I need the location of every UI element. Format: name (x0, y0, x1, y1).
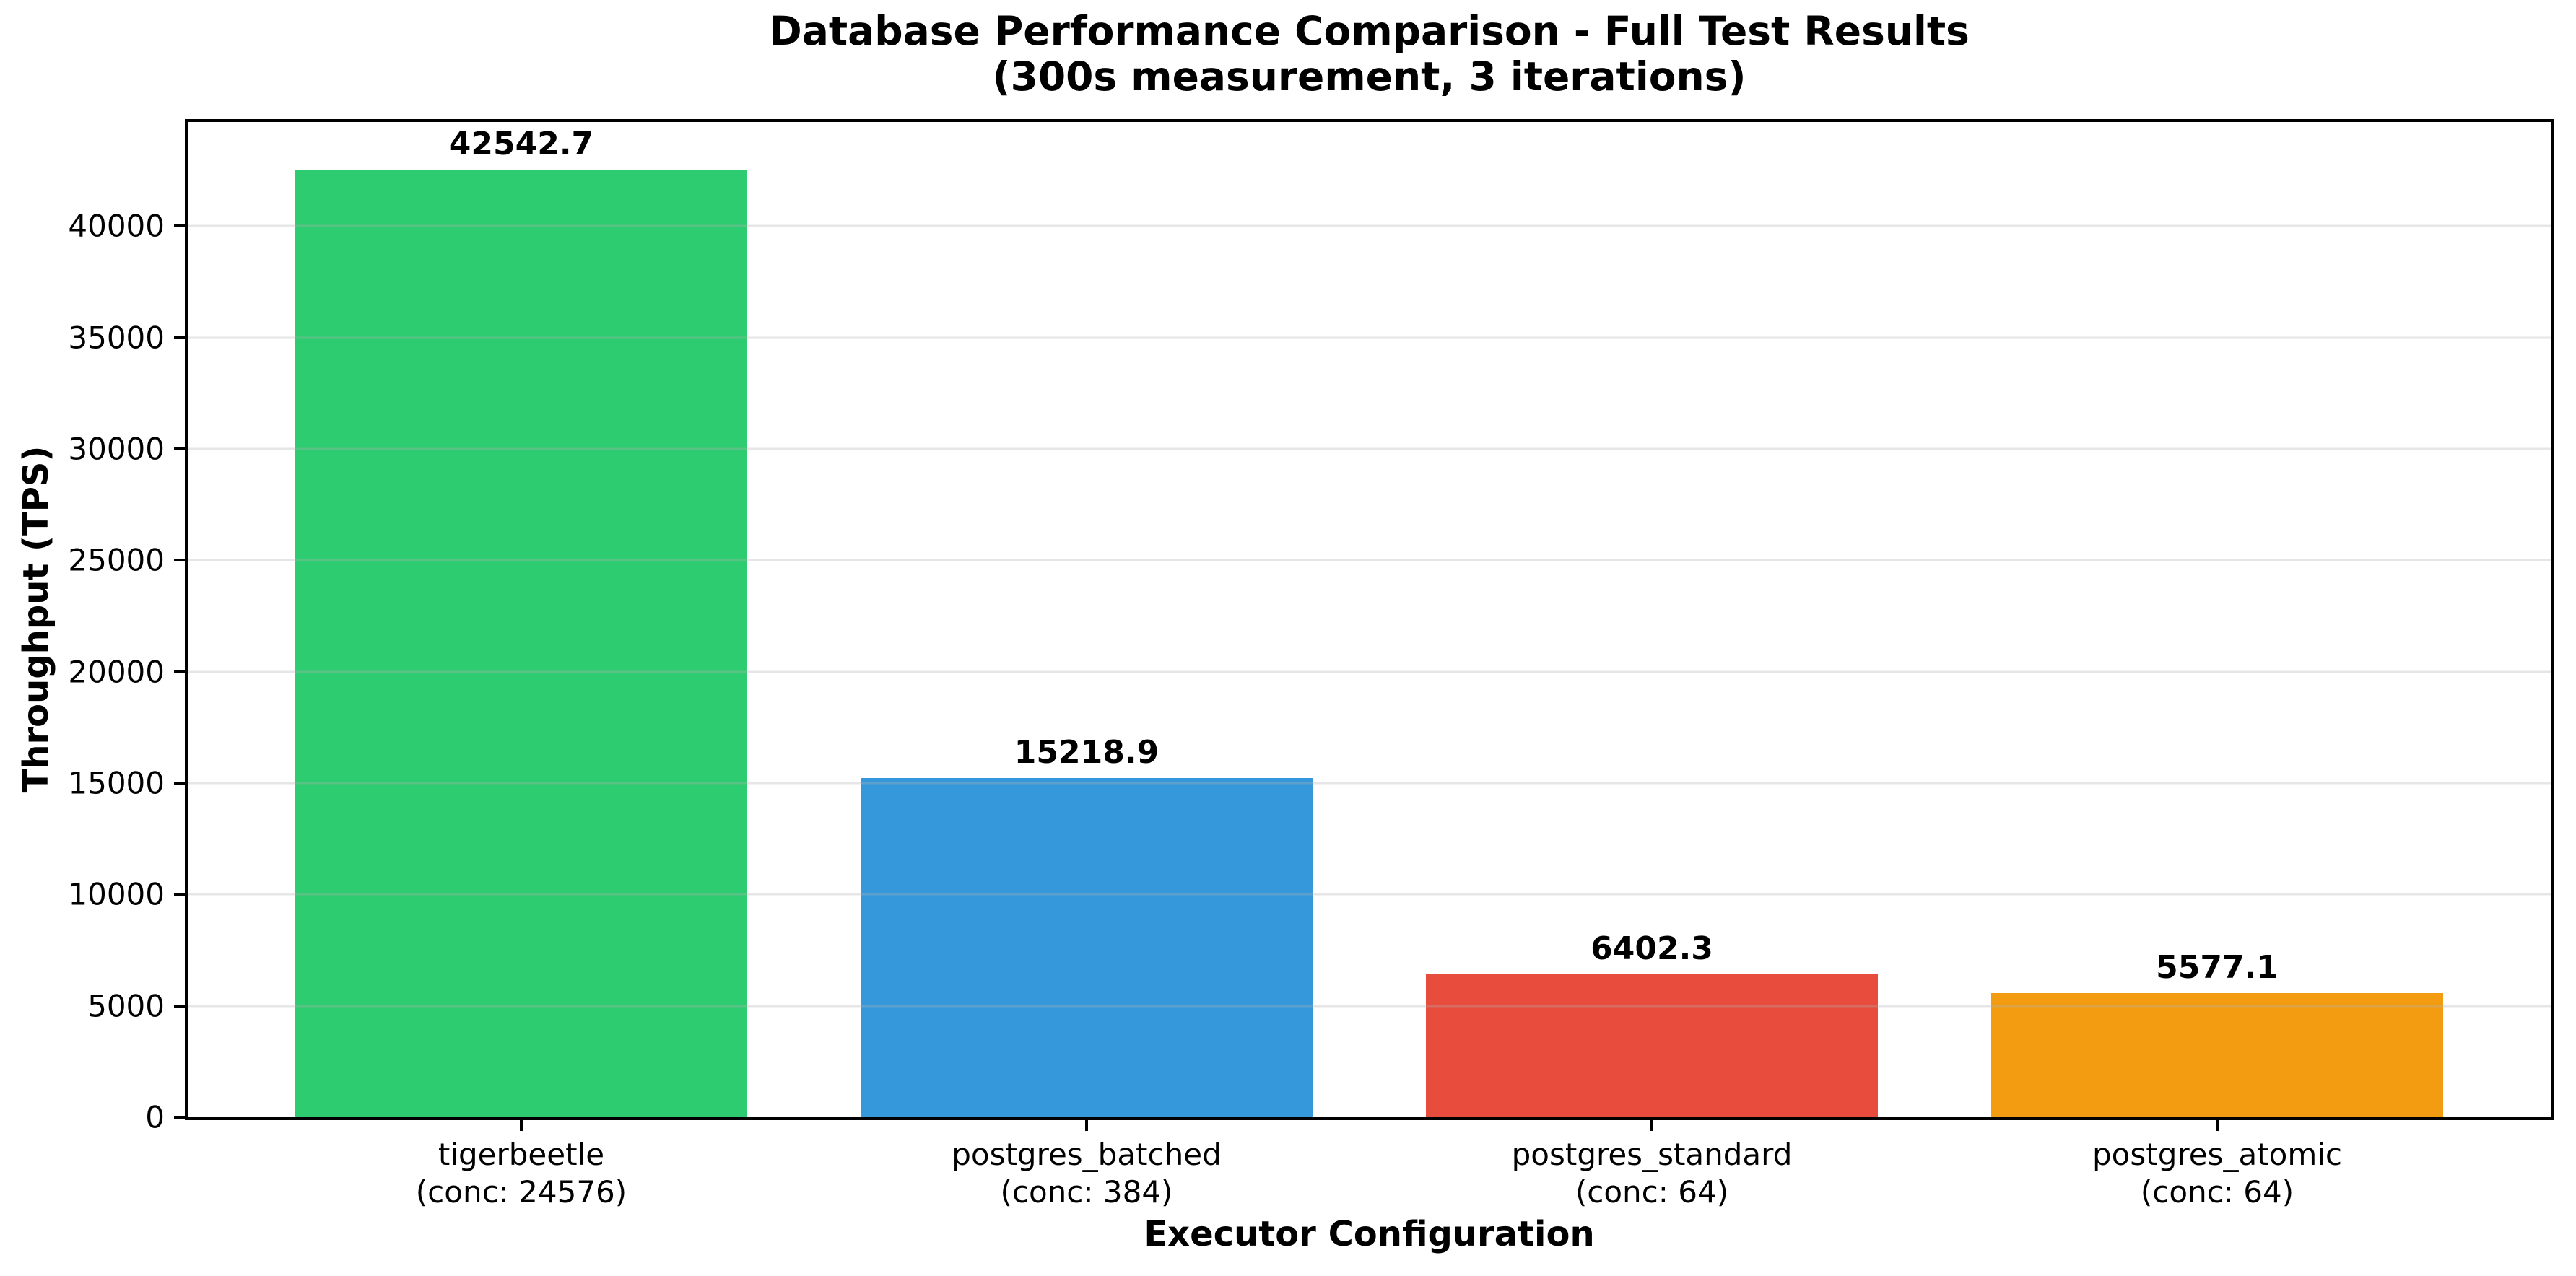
y-tick-label: 0 (145, 1099, 165, 1135)
y-tick-label: 5000 (87, 988, 165, 1024)
y-gridline (188, 670, 2551, 673)
y-tick-label: 30000 (68, 431, 165, 467)
x-tick-label-name: postgres_standard (1511, 1137, 1793, 1172)
y-tick-label: 25000 (68, 542, 165, 578)
bar-postgres_standard (1425, 974, 1879, 1117)
x-axis-label: Executor Configuration (1144, 1214, 1595, 1254)
x-tick-label-postgres_standard: postgres_standard (conc: 64) (1512, 1136, 1793, 1211)
bar-value-label: 5577.1 (2156, 948, 2279, 986)
x-tick-mark (519, 1117, 523, 1131)
y-tick-label: 15000 (68, 765, 165, 801)
x-tick-label-concurrency: (conc: 24576) (415, 1174, 627, 1210)
bar-tigerbeetle (295, 169, 748, 1117)
y-tick-mark (174, 893, 188, 896)
y-tick-label: 20000 (68, 654, 165, 690)
y-tick-mark (174, 670, 188, 673)
y-gridline (188, 336, 2551, 339)
chart-title-line2: (300s measurement, 3 iterations) (992, 53, 1746, 100)
x-tick-label-concurrency: (conc: 64) (2140, 1174, 2294, 1210)
y-gridline (188, 559, 2551, 561)
x-tick-mark (1084, 1117, 1088, 1131)
y-tick-mark (174, 447, 188, 450)
y-tick-mark (174, 781, 188, 785)
bar-value-label: 15218.9 (1014, 734, 1159, 772)
y-gridline (188, 782, 2551, 785)
y-gridline (188, 1005, 2551, 1008)
plot-area: 0 5000 10000 15000 20000 25000 30000 35000 40000… (68, 119, 2554, 1210)
x-tick-label-name: tigerbeetle (438, 1137, 605, 1172)
y-tick-label: 40000 (68, 208, 165, 244)
y-tick-mark (174, 1116, 188, 1119)
y-tick-label: 10000 (68, 876, 165, 912)
bar-value-label: 42542.7 (448, 125, 594, 162)
y-gridline (188, 447, 2551, 450)
chart-title: Database Performance Comparison - Full T… (185, 9, 2554, 100)
x-tick-label-postgres_batched: postgres_batched (conc: 384) (952, 1136, 1222, 1211)
x-tick-label-concurrency: (conc: 64) (1575, 1174, 1729, 1210)
y-axis-label: Throughput (TPS) (16, 445, 56, 793)
y-tick-mark (174, 336, 188, 339)
y-tick-label: 35000 (68, 320, 165, 356)
x-tick-label-concurrency: (conc: 384) (1000, 1174, 1173, 1210)
bar-value-label: 6402.3 (1591, 930, 1713, 968)
x-tick-label-tigerbeetle: tigerbeetle (conc: 24576) (416, 1136, 627, 1211)
chart-title-line1: Database Performance Comparison - Full T… (769, 8, 1970, 54)
y-tick-mark (174, 559, 188, 562)
x-tick-label-postgres_atomic: postgres_atomic (conc: 64) (2092, 1136, 2342, 1211)
y-tick-mark (174, 1004, 188, 1008)
y-gridline (188, 224, 2551, 227)
y-tick-mark (174, 224, 188, 228)
y-gridline (188, 893, 2551, 896)
x-tick-label-name: postgres_atomic (2092, 1137, 2343, 1172)
bar-postgres_atomic (1990, 992, 2444, 1117)
x-tick-label-name: postgres_batched (952, 1137, 1222, 1172)
x-tick-mark (1650, 1117, 1653, 1131)
bar-postgres_batched (860, 778, 1313, 1117)
x-tick-mark (2216, 1117, 2219, 1131)
